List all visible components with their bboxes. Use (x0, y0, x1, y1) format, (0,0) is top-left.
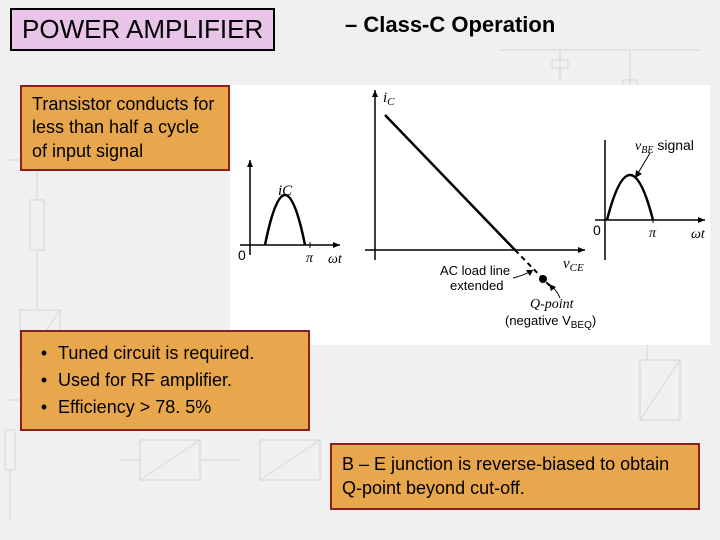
page-title: POWER AMPLIFIER (22, 14, 263, 44)
qpoint-label: Q-point (530, 297, 575, 312)
subtitle: – Class-C Operation (345, 12, 555, 38)
q-point (539, 275, 547, 283)
bullet-1: Tuned circuit is required. (30, 340, 298, 367)
bullet-3: Efficiency > 78. 5% (30, 394, 298, 421)
loadline-label-2: extended (450, 278, 504, 293)
bullet-box: Tuned circuit is required. Used for RF a… (20, 330, 310, 431)
left-curve-label: iC (278, 183, 293, 199)
right-xaxis-label: ωt (691, 227, 706, 242)
class-c-diagram: 0 π ωt iC iC vCE (230, 85, 710, 345)
right-pi-label: π (649, 226, 657, 241)
left-pi-label: π (306, 251, 314, 266)
bottom-note-text: B – E junction is reverse-biased to obta… (342, 454, 669, 497)
left-plot: 0 π ωt iC (238, 160, 343, 267)
center-plot: iC vCE AC load line extended Q-point (ne… (365, 90, 596, 331)
center-y-label: iC (383, 90, 395, 108)
description-text: Transistor conducts for less than half a… (32, 94, 214, 161)
left-origin-label: 0 (238, 247, 246, 263)
description-box: Transistor conducts for less than half a… (20, 85, 230, 171)
title-box: POWER AMPLIFIER (10, 8, 275, 51)
loadline-label-1: AC load line (440, 263, 510, 278)
bottom-note-box: B – E junction is reverse-biased to obta… (330, 443, 700, 510)
center-x-label: vCE (563, 256, 584, 274)
left-xaxis-label: ωt (328, 252, 343, 267)
vbe-signal-label: vBE signal (635, 137, 694, 156)
right-plot: 0 π ωt vBE signal (593, 137, 706, 265)
bullet-2: Used for RF amplifier. (30, 367, 298, 394)
vbeq-label: (negative VBEQ) (505, 313, 596, 331)
